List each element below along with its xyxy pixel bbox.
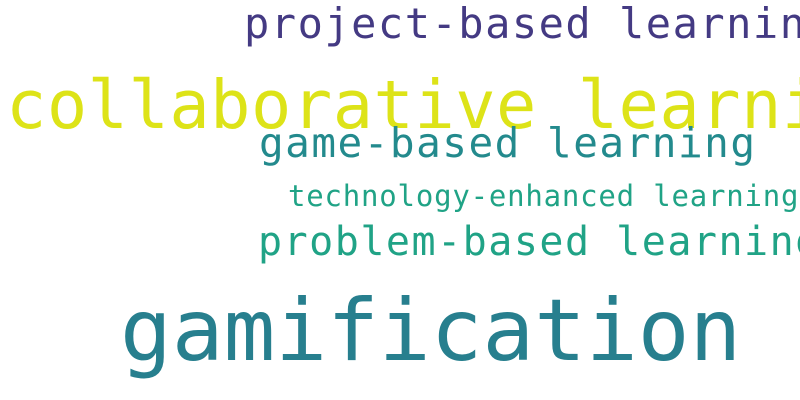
word-collaborative-learning: collaborative learning xyxy=(6,66,800,144)
word-project-based-learning: project-based learning xyxy=(244,0,800,48)
word-technology-enhanced-learning: technology-enhanced learning xyxy=(288,179,800,213)
word-gamification: gamification xyxy=(120,281,742,381)
word-problem-based-learning: problem-based learning xyxy=(258,219,800,265)
word-game-based-learning: game-based learning xyxy=(259,119,757,167)
